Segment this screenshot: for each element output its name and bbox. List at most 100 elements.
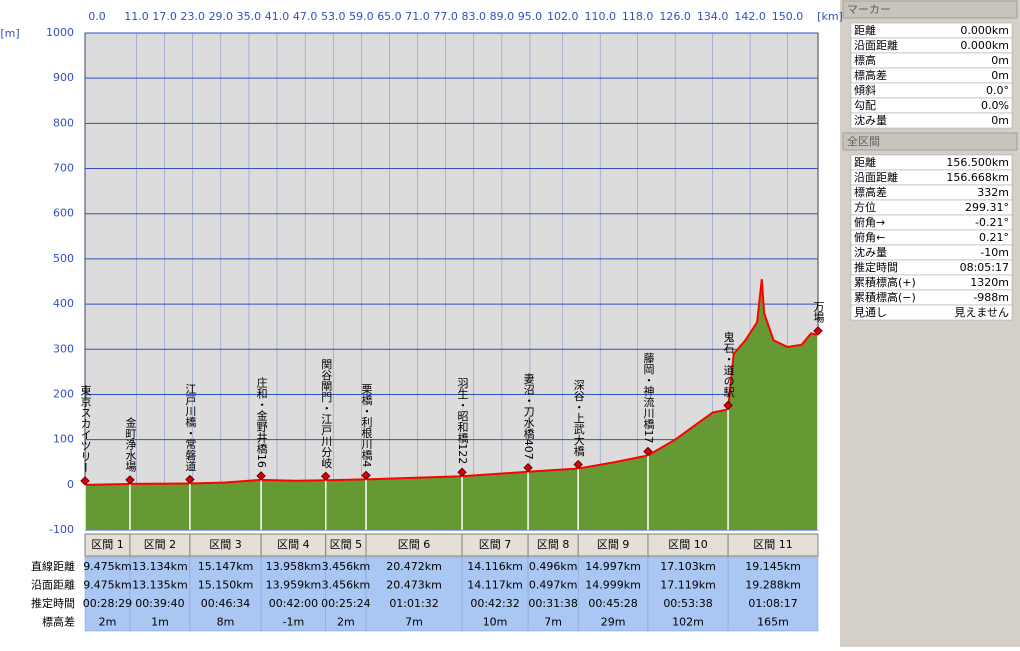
section-cell: 3.456km <box>322 579 371 592</box>
x-tick-label: 35.0 <box>237 10 262 23</box>
x-tick-label: 118.0 <box>622 10 654 23</box>
panel-row-value: 0m <box>991 69 1009 82</box>
section-cell: 13.134km <box>132 560 188 573</box>
x-tick-label: 142.0 <box>734 10 766 23</box>
section-cell: 9.475km <box>83 560 132 573</box>
marker-label: 万場 <box>812 301 825 324</box>
panel-row-label: 距離 <box>854 23 876 37</box>
panel-row-label: 俯角← <box>854 230 885 244</box>
section-cell: 8m <box>217 616 235 629</box>
marker-pin[interactable] <box>643 446 653 457</box>
section-cell: 2m <box>337 616 355 629</box>
section-cell: 7m <box>405 616 423 629</box>
x-tick-label: 71.0 <box>405 10 430 23</box>
row-label: 直線距離 <box>31 559 75 573</box>
x-tick-label: 23.0 <box>180 10 205 23</box>
panel-row-label: 勾配 <box>854 99 876 112</box>
x-tick-label: 110.0 <box>584 10 616 23</box>
panel-row-label: 沿面距離 <box>854 170 898 184</box>
y-tick-label: 900 <box>53 71 74 84</box>
section-cell-bg <box>325 556 367 632</box>
section-cell-bg <box>647 556 729 632</box>
marker-label: 栗橋・利根川橋4 <box>360 383 373 467</box>
section-header-label: 区間 8 <box>537 538 570 551</box>
panel-row-label: 距離 <box>854 155 876 169</box>
x-tick-label: 0.0 <box>88 10 106 23</box>
panel-row-value: 1320m <box>970 276 1009 289</box>
section-header[interactable] <box>727 533 819 557</box>
section-cell: 9.475km <box>83 579 132 592</box>
section-cell-bg <box>260 556 326 632</box>
section-cell: 17.119km <box>660 579 716 592</box>
panel-row-value: 0.000km <box>960 39 1009 52</box>
section-header-label: 区間 4 <box>277 538 310 551</box>
panel-row-label: 傾斜 <box>854 83 876 97</box>
section-header-label: 区間 1 <box>91 538 124 551</box>
panel-row-value: 0.0% <box>981 99 1009 112</box>
section-cell: 165m <box>757 616 789 629</box>
marker-pin[interactable] <box>457 467 467 477</box>
section-cell: 15.150km <box>198 579 254 592</box>
marker-pin[interactable] <box>813 326 823 336</box>
y-tick-label: 1000 <box>46 26 74 39</box>
marker-pin[interactable] <box>125 475 135 485</box>
section-header-label: 区間 11 <box>753 538 793 551</box>
marker-pin[interactable] <box>723 400 733 411</box>
panel-row-label: 推定時間 <box>854 260 898 274</box>
row-label: 標高差 <box>42 615 75 629</box>
section-cell: 13.959km <box>266 579 322 592</box>
x-tick-label: 47.0 <box>293 10 318 23</box>
section-cell: 00:46:34 <box>201 597 250 610</box>
panel-row-value: 299.31° <box>965 201 1009 214</box>
panel-row-value: 見えません <box>954 306 1009 319</box>
panel-row-label: 沿面距離 <box>854 38 898 52</box>
section-cell: 15.147km <box>198 560 254 573</box>
row-label: 沿面距離 <box>31 578 75 592</box>
marker-pin[interactable] <box>523 463 533 473</box>
marker-pin[interactable] <box>361 470 371 481</box>
marker-pin[interactable] <box>80 476 90 486</box>
x-tick-label: 150.0 <box>772 10 804 23</box>
x-tick-label: 83.0 <box>461 10 486 23</box>
section-cell: 13.958km <box>266 560 322 573</box>
x-tick-label: 17.0 <box>152 10 177 23</box>
y-tick-label: 300 <box>53 342 74 355</box>
marker-pin[interactable] <box>573 459 583 470</box>
panel-row-value: -988m <box>973 291 1009 304</box>
section-cell: 17.103km <box>660 560 716 573</box>
marker-pin[interactable] <box>185 474 195 485</box>
x-tick-label: 11.0 <box>124 10 149 23</box>
section-header-label: 区間 3 <box>209 538 242 551</box>
panel-title: 全区間 <box>847 134 880 148</box>
section-cell: 00:42:00 <box>269 597 318 610</box>
marker-label: 羽生・昭和橋122 <box>456 377 469 464</box>
section-cell-bg <box>129 556 191 632</box>
marker-label: 妻沼・刀水橋407 <box>522 372 535 459</box>
marker-pin[interactable] <box>321 471 331 482</box>
section-header-label: 区間 2 <box>144 538 177 551</box>
section-cell: 01:08:17 <box>748 597 797 610</box>
x-tick-label: 77.0 <box>433 10 458 23</box>
x-tick-label: 89.0 <box>490 10 515 23</box>
profile-line <box>84 279 819 486</box>
panel-row-value: 0m <box>991 114 1009 127</box>
marker-pin[interactable] <box>256 471 266 481</box>
section-cell-bg <box>577 556 649 632</box>
section-cell-bg <box>727 556 819 632</box>
section-cell: 01:01:32 <box>389 597 438 610</box>
section-cell: 0.496km <box>529 560 578 573</box>
y-tick-label: 600 <box>53 207 74 220</box>
section-cell: 3.456km <box>322 560 371 573</box>
marker-label: 鬼石・道の駅 <box>722 330 735 398</box>
y-unit: [m] <box>0 27 19 40</box>
profile-area <box>85 279 818 530</box>
section-header-label: 区間 9 <box>597 538 630 551</box>
section-cell: 1m <box>151 616 169 629</box>
panel-row <box>850 112 1013 129</box>
x-tick-label: 134.0 <box>697 10 729 23</box>
panel-row-value: -0.21° <box>975 216 1009 229</box>
section-cell-bg <box>84 556 131 632</box>
x-tick-label: 65.0 <box>377 10 402 23</box>
x-tick-label: 102.0 <box>547 10 579 23</box>
